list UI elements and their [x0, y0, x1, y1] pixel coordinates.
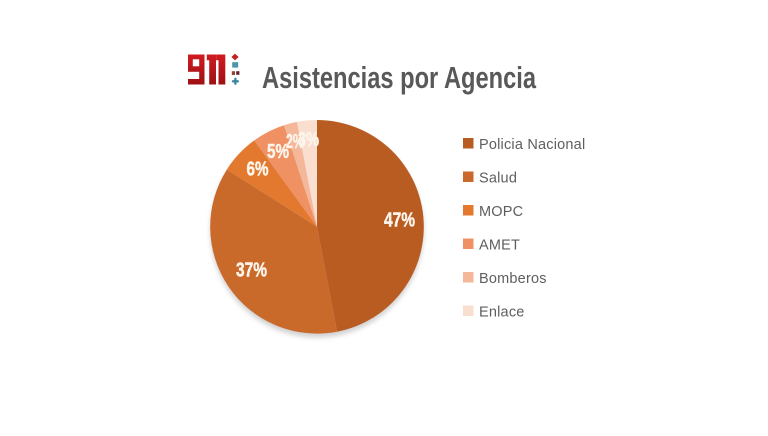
svg-text:37%: 37% [236, 260, 267, 282]
svg-text:MOPC: MOPC [479, 204, 523, 220]
svg-text:2%: 2% [286, 131, 304, 153]
svg-text:AMET: AMET [479, 238, 520, 254]
svg-text:Asistencias por Agencia: Asistencias por Agencia [262, 60, 537, 95]
svg-text:5%: 5% [267, 141, 289, 163]
svg-text:Salud: Salud [479, 171, 517, 187]
svg-text:6%: 6% [247, 159, 269, 181]
svg-text:Enlace: Enlace [479, 305, 525, 321]
svg-text:47%: 47% [384, 210, 415, 232]
svg-text:3%: 3% [298, 129, 319, 151]
svg-text:Bomberos: Bomberos [479, 271, 547, 287]
svg-text:Policia Nacional: Policia Nacional [479, 137, 585, 153]
